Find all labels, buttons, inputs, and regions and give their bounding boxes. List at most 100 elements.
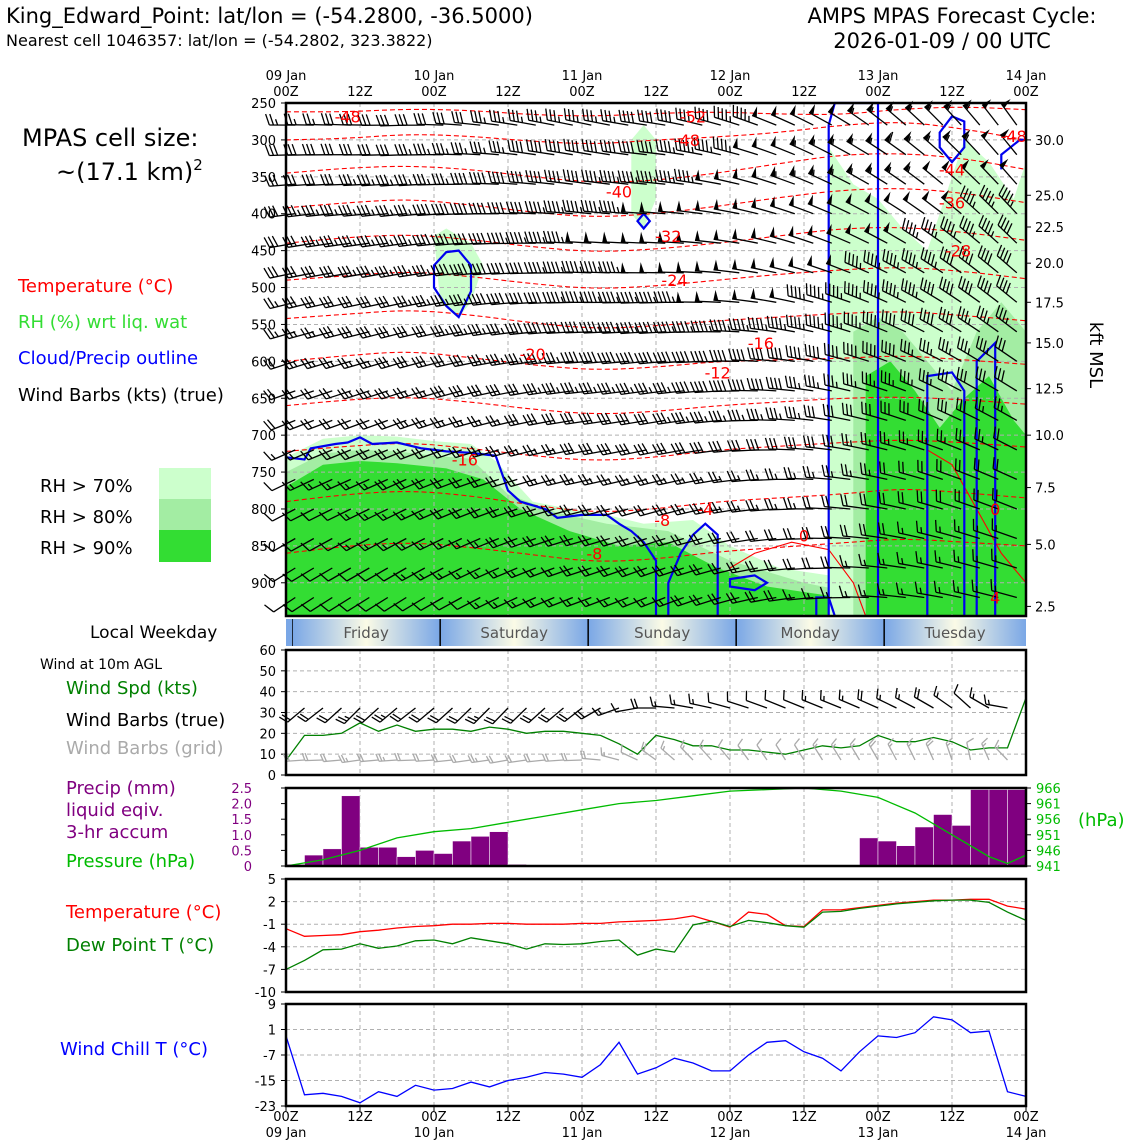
- barb-full: [483, 719, 493, 725]
- weekday-cell: [440, 619, 589, 646]
- barb-full: [940, 460, 942, 473]
- barb-shaft: [381, 360, 407, 370]
- barb-full: [596, 505, 604, 517]
- barb-shaft: [764, 699, 786, 709]
- barb-half: [366, 360, 372, 367]
- barb-full: [957, 306, 962, 318]
- upper-wind-barb: [466, 537, 500, 549]
- barb-full: [664, 110, 668, 122]
- barb-full: [626, 110, 630, 123]
- barb-shaft: [657, 240, 684, 244]
- barb-pennant: [846, 132, 853, 144]
- barb-full: [749, 469, 756, 481]
- upper-wind-barb: [392, 355, 425, 369]
- top-hour-label: 00Z: [865, 85, 891, 100]
- upper-wind-barb: [614, 535, 647, 548]
- barb-shaft: [906, 743, 916, 761]
- barb-full: [488, 140, 493, 152]
- barb-shaft: [788, 234, 814, 244]
- barb-shaft: [827, 110, 851, 126]
- barb-full: [802, 496, 807, 508]
- barb-shaft: [974, 438, 999, 451]
- barb-shaft: [344, 449, 370, 461]
- barb-shaft: [584, 567, 611, 577]
- barb-full: [324, 113, 330, 125]
- barb-shaft: [584, 508, 610, 517]
- upper-wind-barb: [540, 504, 573, 517]
- upper-wind-barb: [991, 487, 1018, 510]
- barb-half: [967, 318, 971, 325]
- upper-wind-barb: [864, 222, 888, 244]
- barb-full: [689, 473, 696, 485]
- barb-full: [731, 409, 737, 421]
- barb-full: [937, 398, 940, 410]
- barb-shaft: [974, 468, 999, 480]
- upper-wind-barb: [727, 379, 758, 392]
- barb-full: [396, 478, 406, 489]
- barb-full: [383, 174, 390, 186]
- barb-shaft: [418, 478, 444, 490]
- upper-wind-barb: [448, 416, 481, 428]
- barb-full: [958, 245, 964, 258]
- barb-half: [708, 325, 713, 332]
- barb-full: [763, 590, 770, 602]
- barb-half: [542, 266, 546, 274]
- barb-full: [471, 263, 478, 275]
- upper-wind-barb: [522, 413, 555, 426]
- upper-wind-barb: [955, 397, 981, 421]
- barb-full: [515, 110, 520, 123]
- upper-wind-barb: [903, 161, 925, 185]
- surface-wind-barb-grid: [994, 739, 1008, 761]
- barb-shaft: [454, 121, 481, 126]
- barb-full: [867, 251, 870, 264]
- barb-full: [264, 144, 270, 156]
- barb-shaft: [994, 346, 1018, 362]
- surface-wind-barb-grid: [412, 753, 435, 762]
- surface-wind-barb-true: [335, 707, 361, 725]
- barb-full: [591, 351, 597, 363]
- barb-full: [954, 488, 956, 501]
- barb-full: [374, 714, 384, 721]
- barb-full: [429, 387, 438, 398]
- barb-full: [430, 234, 437, 246]
- barb-full: [548, 170, 552, 182]
- barb-full: [670, 443, 678, 455]
- upper-wind-barb: [392, 537, 426, 551]
- barb-full: [494, 262, 501, 274]
- barb-full: [263, 573, 274, 583]
- surface-wind-barb-true: [764, 689, 786, 709]
- barb-full: [919, 337, 922, 350]
- barb-full: [768, 437, 774, 450]
- barb-full: [732, 318, 737, 330]
- upper-wind-barb: [615, 412, 647, 426]
- barb-full: [415, 447, 424, 458]
- barb-full: [541, 383, 548, 395]
- barb-full: [921, 430, 924, 443]
- barb-full: [524, 231, 529, 243]
- barb-full: [688, 503, 696, 515]
- barb-full: [485, 569, 494, 579]
- barb-full: [945, 737, 953, 744]
- pressure-tick-label: 300: [251, 134, 276, 149]
- barb-pennant: [657, 231, 663, 242]
- barb-shaft: [660, 747, 675, 761]
- barb-full: [398, 144, 404, 156]
- barb-full: [299, 713, 309, 720]
- barb-shaft: [787, 325, 814, 333]
- barb-full: [318, 450, 328, 461]
- upper-wind-barb: [392, 325, 425, 339]
- barb-shaft: [845, 170, 870, 185]
- upper-wind-barb: [599, 169, 629, 185]
- upper-wind-barb: [652, 382, 684, 395]
- barb-full: [302, 113, 307, 125]
- upper-wind-barb: [825, 282, 851, 303]
- barb-full: [546, 322, 552, 334]
- barb-half: [370, 269, 376, 276]
- barb-half: [363, 483, 369, 489]
- upper-wind-barb: [617, 170, 647, 185]
- barb-shaft: [879, 563, 906, 569]
- barb-full: [394, 114, 400, 126]
- barb-pennant: [826, 193, 833, 205]
- barb-full: [522, 353, 530, 365]
- upper-wind-barb: [959, 215, 981, 244]
